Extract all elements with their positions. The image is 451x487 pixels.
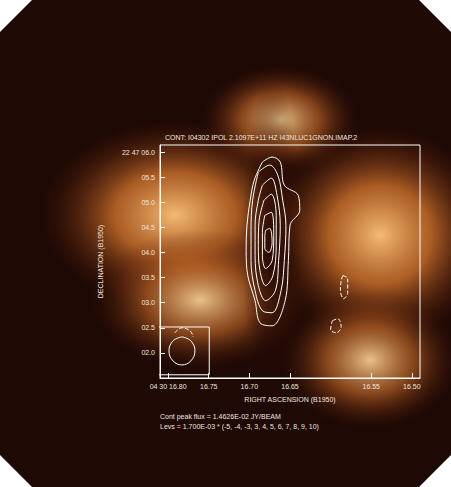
svg-text:05.0: 05.0 [141,199,155,206]
svg-text:16.50: 16.50 [403,383,421,390]
svg-text:DECLINATION (B1950): DECLINATION (B1950) [97,225,105,298]
svg-text:03.5: 03.5 [141,274,155,281]
svg-text:CONT: I04302 IPOL 2.1097E+11 H: CONT: I04302 IPOL 2.1097E+11 HZ I43NLUC1… [165,134,357,141]
svg-text:22 47 06.0: 22 47 06.0 [122,149,155,156]
svg-text:03.0: 03.0 [141,299,155,306]
svg-text:Levs = 1.700E-03 * (-5, -4, -3: Levs = 1.700E-03 * (-5, -4, -3, 3, 4, 5,… [160,423,319,431]
svg-text:02.5: 02.5 [141,324,155,331]
svg-text:04 30 16.80: 04 30 16.80 [150,383,187,390]
svg-text:Cont peak flux = 1.4626E-02 JY: Cont peak flux = 1.4626E-02 JY/BEAM [160,413,281,421]
svg-text:16.70: 16.70 [241,383,259,390]
svg-text:05.5: 05.5 [141,174,155,181]
svg-text:16.55: 16.55 [362,383,380,390]
svg-text:16.75: 16.75 [200,383,218,390]
svg-text:RIGHT ASCENSION (B1950): RIGHT ASCENSION (B1950) [244,396,335,404]
svg-text:16.65: 16.65 [281,383,299,390]
svg-text:04.5: 04.5 [141,224,155,231]
svg-text:02.0: 02.0 [141,349,155,356]
svg-text:04.0: 04.0 [141,249,155,256]
